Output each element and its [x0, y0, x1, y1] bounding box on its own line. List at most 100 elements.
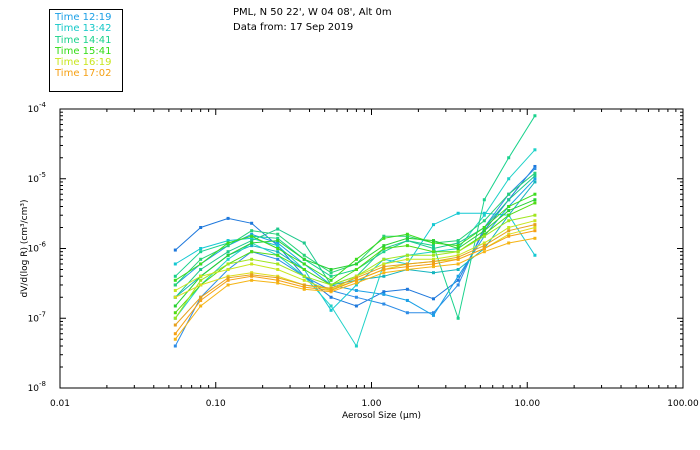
data-point	[533, 148, 537, 152]
data-point	[456, 274, 460, 278]
x-tick-label: 1.00	[361, 399, 381, 409]
data-point	[226, 244, 230, 248]
data-point	[276, 247, 280, 250]
data-point	[250, 262, 254, 266]
data-point	[250, 241, 254, 245]
data-point	[382, 244, 386, 248]
data-point	[533, 177, 537, 181]
data-point	[533, 174, 537, 178]
data-point	[173, 274, 177, 278]
data-point	[405, 287, 409, 291]
data-point	[533, 226, 537, 230]
data-point	[354, 344, 358, 348]
data-point	[250, 257, 254, 261]
y-tick-label: 10-5	[28, 171, 46, 185]
date-line: Data from: 17 Sep 2019	[233, 22, 354, 33]
data-point	[482, 226, 486, 230]
data-point	[456, 244, 460, 248]
data-point	[507, 177, 511, 181]
data-point	[329, 308, 333, 312]
data-point	[482, 250, 486, 254]
data-point	[173, 323, 177, 327]
series-line	[174, 214, 536, 319]
data-point	[354, 257, 358, 261]
data-point	[533, 171, 537, 175]
data-point	[250, 236, 254, 240]
data-point	[456, 267, 460, 271]
data-point	[199, 226, 203, 230]
data-point	[533, 213, 537, 217]
data-point	[507, 234, 511, 238]
data-point	[431, 241, 435, 245]
data-point	[226, 253, 230, 257]
data-point	[431, 313, 435, 317]
data-point	[482, 213, 486, 217]
data-point	[405, 265, 409, 269]
y-tick-label: 10-8	[28, 380, 46, 394]
data-point	[276, 267, 280, 271]
data-point	[276, 274, 280, 278]
data-point	[431, 223, 435, 227]
data-point	[533, 236, 537, 240]
data-point	[226, 283, 230, 287]
data-point	[276, 257, 280, 261]
data-point	[507, 226, 511, 230]
data-point	[456, 250, 460, 254]
data-point	[276, 278, 280, 282]
data-point	[276, 244, 280, 248]
data-point	[431, 250, 435, 254]
data-point	[354, 283, 358, 287]
data-point	[302, 287, 306, 291]
data-point	[533, 219, 537, 223]
data-point	[329, 274, 333, 278]
data-point	[173, 248, 177, 252]
data-point	[302, 283, 306, 287]
data-point	[250, 271, 254, 275]
data-point	[533, 167, 537, 171]
data-point	[173, 262, 177, 266]
data-point	[456, 283, 460, 287]
data-point	[302, 262, 306, 266]
data-point	[354, 295, 358, 299]
data-point	[354, 278, 358, 282]
series-line	[174, 149, 536, 348]
data-point	[382, 234, 386, 238]
data-point	[173, 337, 177, 341]
data-point	[226, 274, 230, 278]
data-point	[405, 257, 409, 261]
series-line	[174, 168, 536, 347]
data-point	[276, 232, 280, 236]
data-point	[226, 262, 230, 266]
data-point	[354, 262, 358, 266]
data-point	[199, 274, 203, 278]
data-point	[329, 283, 333, 287]
series-line	[175, 212, 536, 312]
data-point	[405, 298, 409, 302]
data-point	[354, 267, 358, 271]
data-point	[456, 211, 460, 215]
data-point	[226, 216, 230, 220]
data-point	[405, 239, 409, 243]
data-point	[173, 311, 177, 315]
data-series	[173, 236, 537, 341]
data-series	[173, 226, 537, 299]
data-point	[456, 241, 460, 245]
data-point	[533, 180, 537, 184]
data-point	[507, 232, 511, 236]
data-point	[329, 304, 333, 308]
data-point	[199, 267, 203, 271]
data-point	[533, 114, 537, 118]
data-point	[250, 250, 254, 254]
data-point	[405, 262, 409, 266]
data-series	[173, 192, 537, 282]
data-point	[533, 164, 537, 168]
data-point	[456, 257, 460, 261]
data-point	[226, 239, 230, 243]
data-point	[226, 267, 230, 271]
data-point	[329, 271, 333, 275]
legend-entry: Time 16:19	[55, 57, 112, 69]
y-tick-label: 10-7	[28, 310, 46, 324]
data-point	[482, 241, 486, 245]
data-point	[507, 156, 511, 160]
